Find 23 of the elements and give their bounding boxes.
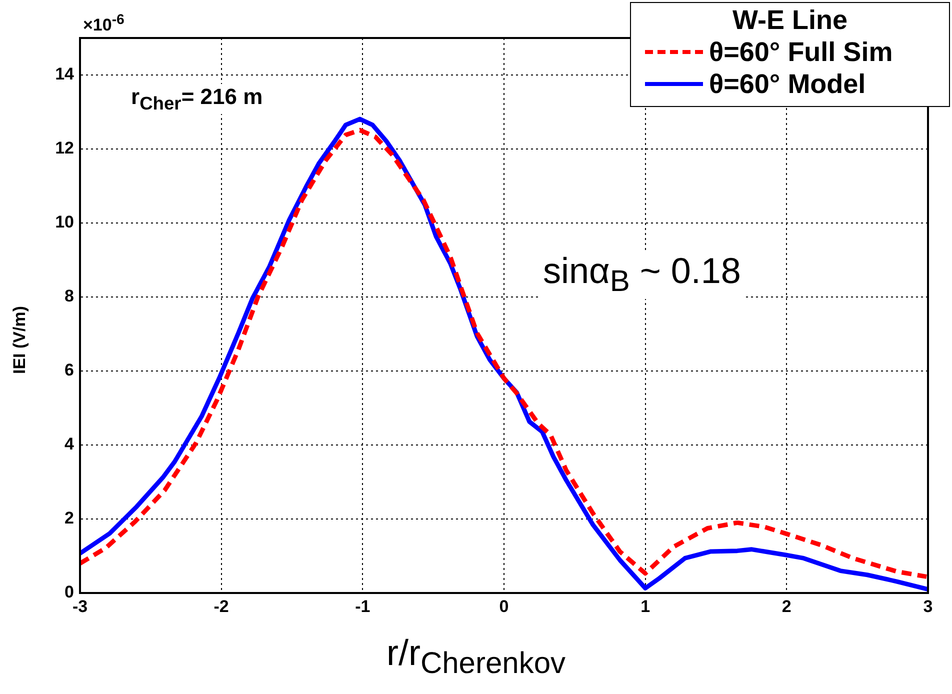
x-tick-label: 0 — [499, 596, 509, 616]
y-tick-label: 2 — [64, 508, 74, 528]
x-tick-label: -3 — [72, 596, 88, 616]
x-tick-label: 3 — [923, 596, 933, 616]
x-axis-title: r/r$_{Cherenkov}$ — [385, 632, 567, 682]
annotation: sinα$_{B}$ ~ 0.18 — [540, 250, 744, 300]
x-tick-label: -1 — [355, 596, 370, 616]
y-tick-label: 4 — [64, 434, 75, 454]
y-tick-label: 14 — [55, 64, 75, 84]
annotation: r$_{Cher}$= 216 m — [128, 84, 266, 114]
text: ×10$^{-6}$ — [80, 12, 128, 36]
legend-label: θ=60° Full Sim — [709, 36, 893, 68]
y-tick-label: 0 — [64, 582, 74, 602]
y-tick-label: 6 — [64, 360, 74, 380]
legend-title: W-E Line — [732, 5, 848, 36]
legend-label: θ=60° Model — [709, 68, 866, 100]
y-tick-label: 10 — [55, 212, 74, 232]
x-tick-label: 1 — [640, 596, 650, 616]
y-axis-title: IEI (V/m) — [10, 305, 30, 376]
x-tick-label: -2 — [214, 596, 229, 616]
y-tick-label: 12 — [55, 138, 74, 158]
x-tick-label: 2 — [782, 596, 792, 616]
y-tick-label: 8 — [64, 286, 74, 306]
